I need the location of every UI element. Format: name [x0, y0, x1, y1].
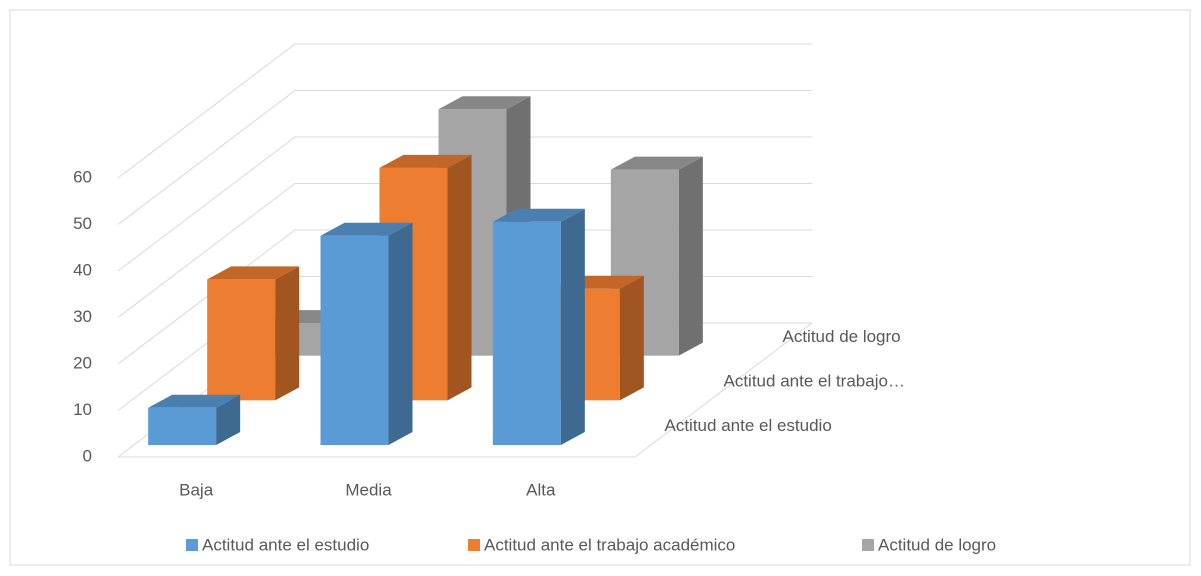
y-tick-label: 50 — [73, 214, 92, 233]
x-tick-label: Alta — [526, 480, 556, 499]
bar-top — [610, 156, 703, 170]
bar-side — [447, 154, 472, 401]
y-tick-label: 30 — [73, 307, 92, 326]
bar-top — [320, 222, 413, 236]
y-tick-label: 60 — [73, 167, 92, 186]
x-tick-label: Baja — [179, 480, 214, 499]
y-tick-label: 10 — [73, 400, 92, 419]
x-tick-label: Media — [345, 480, 392, 499]
y-tick-label: 0 — [83, 446, 92, 465]
bar-top — [379, 154, 472, 168]
legend-swatch — [468, 539, 480, 551]
depth-label: Actitud ante el trabajo… — [724, 371, 905, 390]
grid-line — [117, 43, 812, 179]
bar-side — [619, 275, 644, 401]
bar-side — [216, 394, 241, 445]
bar-side — [275, 266, 300, 401]
bar-top — [207, 266, 300, 280]
bar — [492, 221, 561, 445]
bar-top — [148, 394, 241, 408]
bar — [148, 407, 217, 445]
bar — [207, 279, 276, 401]
bar — [320, 235, 389, 445]
floor — [118, 322, 813, 458]
legend-label: Actitud ante el trabajo académico — [484, 535, 735, 554]
bar-top — [438, 96, 531, 110]
legend-swatch — [186, 539, 198, 551]
depth-label: Actitud ante el estudio — [665, 416, 832, 435]
depth-label: Actitud de logro — [783, 327, 901, 346]
legend-label: Actitud ante el estudio — [202, 535, 369, 554]
bar-side — [560, 208, 585, 445]
legend-swatch — [862, 539, 874, 551]
grid-line — [117, 136, 812, 272]
bar-side — [678, 156, 703, 356]
legend-label: Actitud de logro — [878, 535, 996, 554]
grid-line — [117, 90, 812, 225]
y-tick-label: 20 — [73, 353, 92, 372]
bar-side — [388, 222, 413, 445]
bar-top — [492, 208, 585, 222]
y-tick-label: 40 — [73, 260, 92, 279]
